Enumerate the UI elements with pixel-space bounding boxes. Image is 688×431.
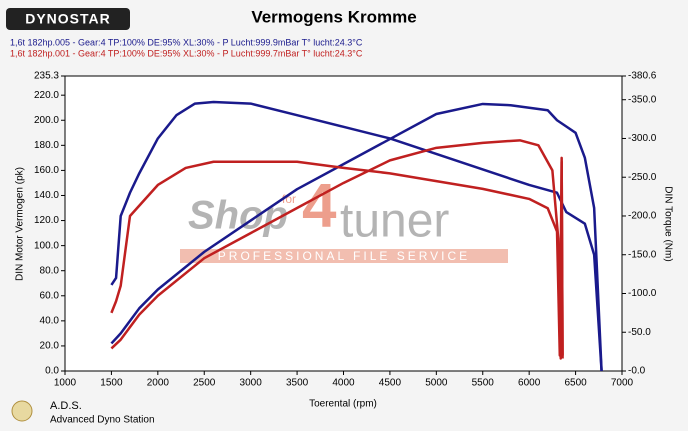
run-line: 1,6t 182hp.001 - Gear:4 TP:100% DE:95% X…	[10, 48, 363, 58]
x-tick-label: 5500	[472, 378, 495, 389]
y-tick-label: 235.3	[34, 71, 59, 82]
y-tick-label: 0.0	[45, 366, 59, 377]
y2-tick-label: -350.0	[628, 94, 657, 105]
y2-tick-label: -380.6	[628, 71, 657, 82]
y-tick-label: 160.0	[34, 165, 59, 176]
y-tick-label: 180.0	[34, 140, 59, 151]
x-axis-label: Toerental (rpm)	[309, 399, 377, 410]
x-tick-label: 5000	[425, 378, 448, 389]
y-tick-label: 40.0	[40, 315, 60, 326]
footer-icon	[11, 400, 33, 422]
y2-tick-label: -300.0	[628, 133, 657, 144]
watermark-text: PROFESSIONAL FILE SERVICE	[218, 249, 470, 263]
x-tick-label: 1500	[100, 378, 123, 389]
y-tick-label: 20.0	[40, 341, 60, 352]
x-tick-label: 2500	[193, 378, 216, 389]
y-tick-label: 80.0	[40, 265, 60, 276]
x-tick-label: 2000	[147, 378, 170, 389]
watermark: Shop for 4 tuner PROFESSIONAL FILE SERVI…	[180, 171, 508, 263]
logo: DYNOSTAR	[25, 11, 111, 27]
x-tick-label: 3000	[240, 378, 263, 389]
run-line: 1,6t 182hp.005 - Gear:4 TP:100% DE:95% X…	[10, 37, 363, 47]
watermark-band	[180, 249, 508, 263]
series-line	[110, 102, 603, 372]
y2-tick-label: -250.0	[628, 172, 657, 183]
y-tick-label: 120.0	[34, 215, 59, 226]
series-line	[110, 100, 603, 372]
y-tick-label: 200.0	[34, 115, 59, 126]
y-axis-label: DIN Motor Vermogen (pk)	[15, 167, 26, 281]
y-tick-label: 100.0	[34, 240, 59, 251]
x-tick-label: 1000	[54, 378, 77, 389]
watermark-text: tuner	[340, 195, 449, 248]
y2-tick-label: -0.0	[628, 366, 646, 377]
x-tick-label: 4500	[379, 378, 402, 389]
y2-tick-label: -100.0	[628, 288, 657, 299]
x-tick-label: 6500	[564, 378, 587, 389]
watermark-text: Shop	[188, 194, 288, 238]
y2-tick-label: -150.0	[628, 249, 657, 260]
x-tick-label: 3500	[286, 378, 309, 389]
plot-area	[64, 75, 623, 372]
logo-box	[6, 8, 130, 30]
x-tick-label: 4000	[332, 378, 355, 389]
y2-tick-label: -200.0	[628, 211, 657, 222]
series-line	[110, 139, 564, 360]
chart-title: Vermogens Kromme	[251, 7, 416, 26]
watermark-text: 4	[302, 171, 337, 240]
y-tick-label: 60.0	[40, 290, 60, 301]
x-tick-label: 6000	[518, 378, 541, 389]
x-tick-label: 7000	[611, 378, 634, 389]
footer-subtitle: Advanced Dyno Station	[50, 415, 155, 426]
footer-name: A.D.S.	[50, 400, 82, 412]
y-tick-label: 220.0	[34, 90, 59, 101]
y2-axis-label: DIN Torque (Nm)	[662, 186, 673, 261]
y-tick-label: 140.0	[34, 190, 59, 201]
y2-tick-label: -50.0	[628, 327, 651, 338]
